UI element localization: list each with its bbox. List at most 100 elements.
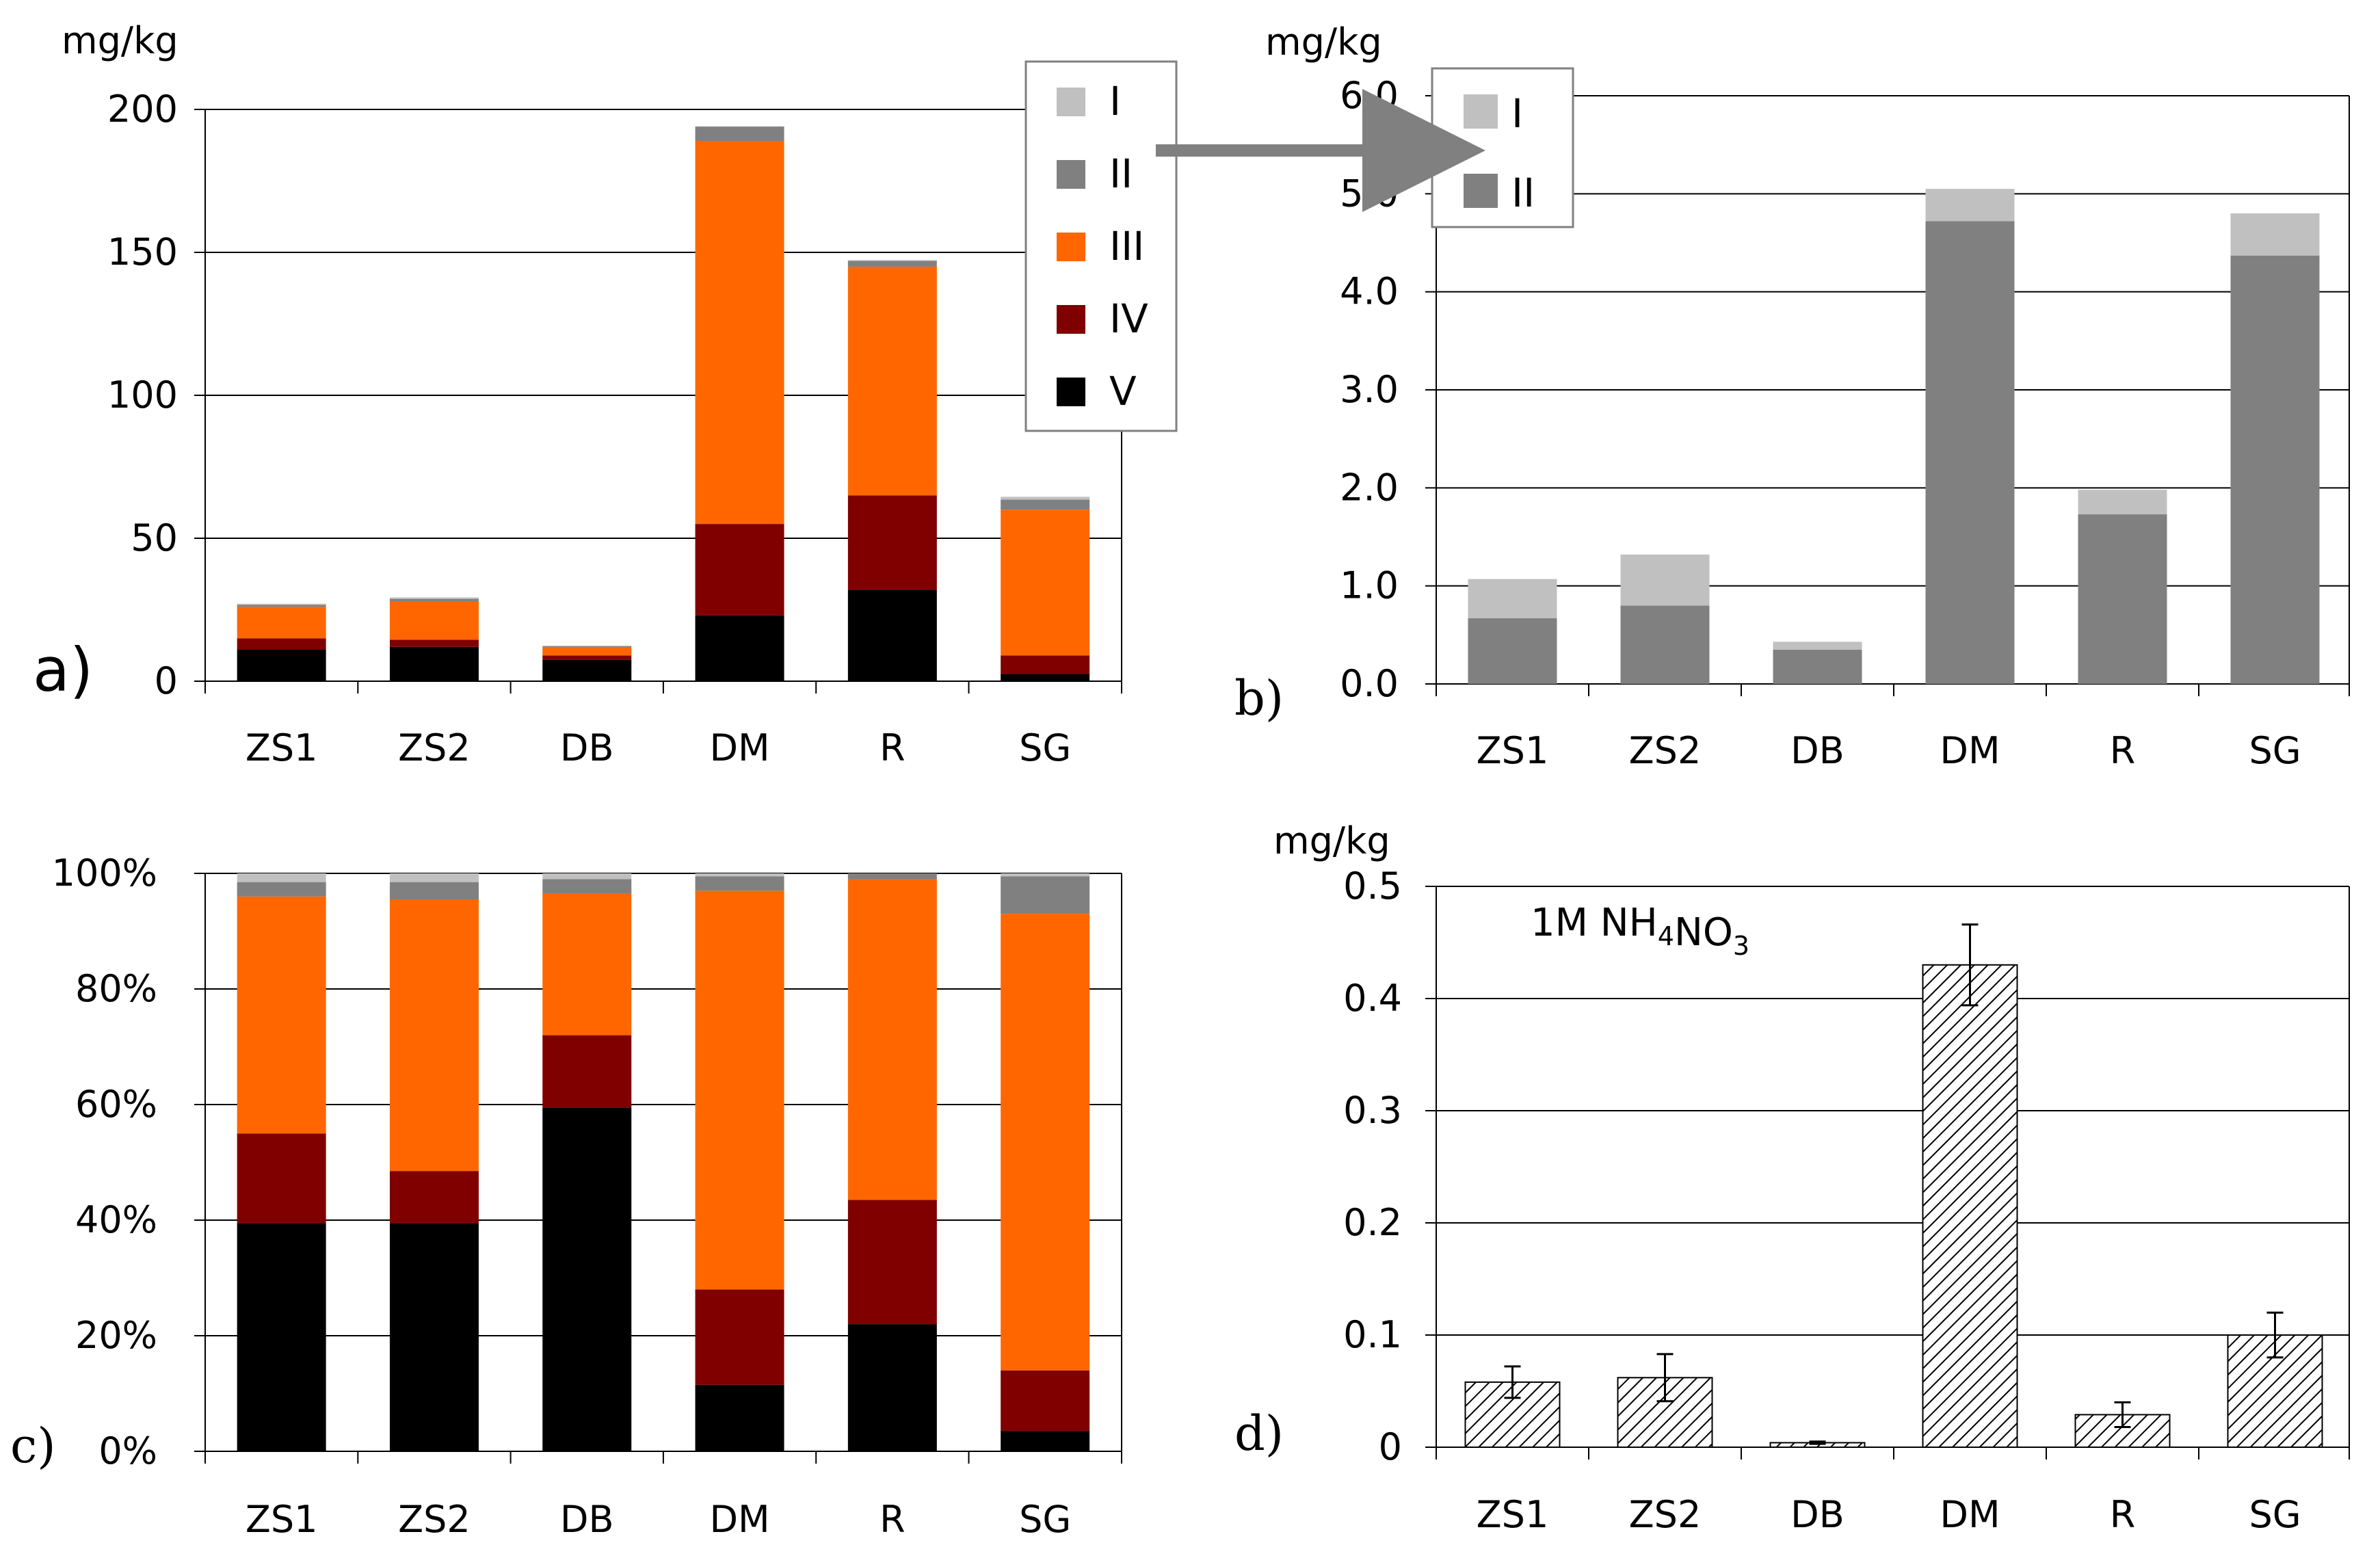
x-tick-label: DM bbox=[709, 726, 769, 769]
bar-segment-IV bbox=[1001, 655, 1090, 674]
bar-segment-I bbox=[1468, 579, 1557, 618]
legend-swatch-II bbox=[1464, 174, 1498, 208]
legend-label-I: I bbox=[1109, 78, 1121, 124]
bar-segment-II bbox=[2078, 514, 2167, 684]
y-tick-label: 0.4 bbox=[1343, 977, 1402, 1020]
y-tick-label: 100 bbox=[107, 373, 178, 417]
legend-a-box bbox=[1024, 60, 1178, 432]
bar-segment-I bbox=[1773, 642, 1862, 650]
bar-segment-I bbox=[389, 597, 479, 599]
annotation-1m-nh4no3: 1M NH4NO3 bbox=[1531, 901, 1749, 961]
bar-segment-IV bbox=[389, 1171, 479, 1224]
bar-segment-V bbox=[237, 1223, 326, 1451]
bar bbox=[1617, 1377, 1713, 1448]
bar-segment-II bbox=[237, 882, 326, 897]
panel-c: 0% 20% 40% 60% 80% 100% ZS1 ZS2 DB DM R SG c) bbox=[10, 851, 1122, 1541]
bar-segment-II bbox=[542, 646, 632, 647]
bar-segment-IV bbox=[237, 1133, 326, 1224]
y-tick-label: 0% bbox=[98, 1429, 157, 1473]
y-tick-label: 5.0 bbox=[1340, 172, 1399, 215]
y-tick-label: 40% bbox=[75, 1198, 157, 1241]
bar-segment-III bbox=[847, 266, 937, 496]
bar-segment-II bbox=[1620, 605, 1710, 684]
bar-segment-II bbox=[389, 882, 479, 900]
bar-segment-IV bbox=[695, 1289, 784, 1385]
bar-segment-III bbox=[237, 607, 326, 639]
bar-segment-I bbox=[542, 873, 632, 880]
bar-segment-V bbox=[847, 590, 937, 681]
y-tick-label: 20% bbox=[75, 1314, 157, 1357]
legend-swatch-I bbox=[1464, 94, 1498, 129]
y-tick-label: 0.3 bbox=[1343, 1089, 1402, 1132]
y-tick-label: 200 bbox=[107, 88, 178, 131]
y-tick-label: 4.0 bbox=[1340, 270, 1399, 313]
x-tick-label: ZS1 bbox=[1477, 729, 1549, 772]
x-tick-label: SG bbox=[1019, 726, 1071, 769]
bar-segment-I bbox=[847, 260, 937, 261]
bar-segment-I bbox=[2230, 213, 2320, 256]
bar-segment-V bbox=[237, 650, 326, 681]
x-tick-label: R bbox=[880, 726, 905, 769]
x-tick-label: R bbox=[2110, 1493, 2136, 1536]
y-axis-label: mg/kg bbox=[1273, 819, 1390, 862]
legend-swatch-IV bbox=[1057, 305, 1085, 334]
panel-label: a) bbox=[33, 635, 93, 705]
bar-segment-IV bbox=[847, 495, 937, 590]
bar-segment-II bbox=[1925, 221, 2015, 684]
bar-segment-IV bbox=[695, 524, 784, 616]
bar-segment-I bbox=[389, 873, 479, 882]
bar-segment-IV bbox=[1001, 1370, 1090, 1431]
bar-segment-I bbox=[695, 873, 784, 877]
x-tick-label: ZS1 bbox=[246, 1498, 318, 1541]
x-tick-label: ZS2 bbox=[398, 726, 471, 769]
y-tick-label: 2.0 bbox=[1340, 466, 1399, 509]
y-tick-label: 80% bbox=[75, 967, 157, 1010]
bar-segment-II bbox=[847, 873, 937, 880]
x-tick-label: DB bbox=[560, 726, 614, 769]
y-tick-label: 150 bbox=[107, 230, 178, 274]
y-tick-label: 0 bbox=[1379, 1425, 1402, 1468]
legend-label-II: II bbox=[1511, 170, 1535, 216]
legend-swatch-II bbox=[1057, 160, 1085, 189]
bar-segment-III bbox=[847, 879, 937, 1200]
bar-segment-V bbox=[1001, 1431, 1090, 1451]
bar-segment-V bbox=[389, 1223, 479, 1451]
legend-b: III bbox=[1431, 67, 1574, 228]
bar-segment-I bbox=[237, 603, 326, 605]
y-tick-label: 6.0 bbox=[1340, 74, 1399, 117]
y-tick-label: 100% bbox=[52, 851, 157, 895]
bar-segment-IV bbox=[847, 1200, 937, 1325]
y-tick-label: 1.0 bbox=[1340, 564, 1399, 607]
x-tick-label: SG bbox=[2249, 729, 2301, 772]
bar-segment-I bbox=[1620, 554, 1710, 606]
y-tick-label: 0.0 bbox=[1340, 662, 1399, 705]
x-tick-label: ZS2 bbox=[1629, 729, 1702, 772]
bar-segment-I bbox=[1925, 189, 2015, 222]
bar-segment-III bbox=[389, 899, 479, 1172]
x-tick-label: DM bbox=[709, 1498, 769, 1541]
bar-segment-II bbox=[1001, 499, 1090, 510]
panel-label: c) bbox=[10, 1418, 56, 1474]
bar-segment-IV bbox=[237, 638, 326, 650]
bar-segment-III bbox=[695, 890, 784, 1290]
x-tick-label: SG bbox=[1019, 1498, 1071, 1541]
legend-swatch-I bbox=[1057, 88, 1085, 116]
legend-label-III: III bbox=[1109, 223, 1144, 269]
bar-segment-I bbox=[2078, 490, 2167, 515]
y-tick-label: 50 bbox=[131, 516, 178, 559]
x-tick-label: DB bbox=[560, 1498, 614, 1541]
bar-segment-III bbox=[542, 893, 632, 1035]
bar-segment-IV bbox=[542, 1035, 632, 1108]
x-tick-label: ZS2 bbox=[398, 1498, 471, 1541]
x-tick-label: R bbox=[880, 1498, 905, 1541]
panel-label: b) bbox=[1234, 670, 1284, 726]
x-tick-label: SG bbox=[2249, 1493, 2301, 1536]
legend-label-I: I bbox=[1511, 90, 1523, 137]
x-tick-label: DB bbox=[1790, 1493, 1844, 1536]
y-tick-label: 0 bbox=[155, 659, 178, 702]
y-tick-label: 0.1 bbox=[1343, 1313, 1402, 1356]
legend-label-V: V bbox=[1109, 368, 1137, 414]
bar-segment-III bbox=[695, 140, 784, 525]
legend-b-box bbox=[1431, 67, 1574, 228]
